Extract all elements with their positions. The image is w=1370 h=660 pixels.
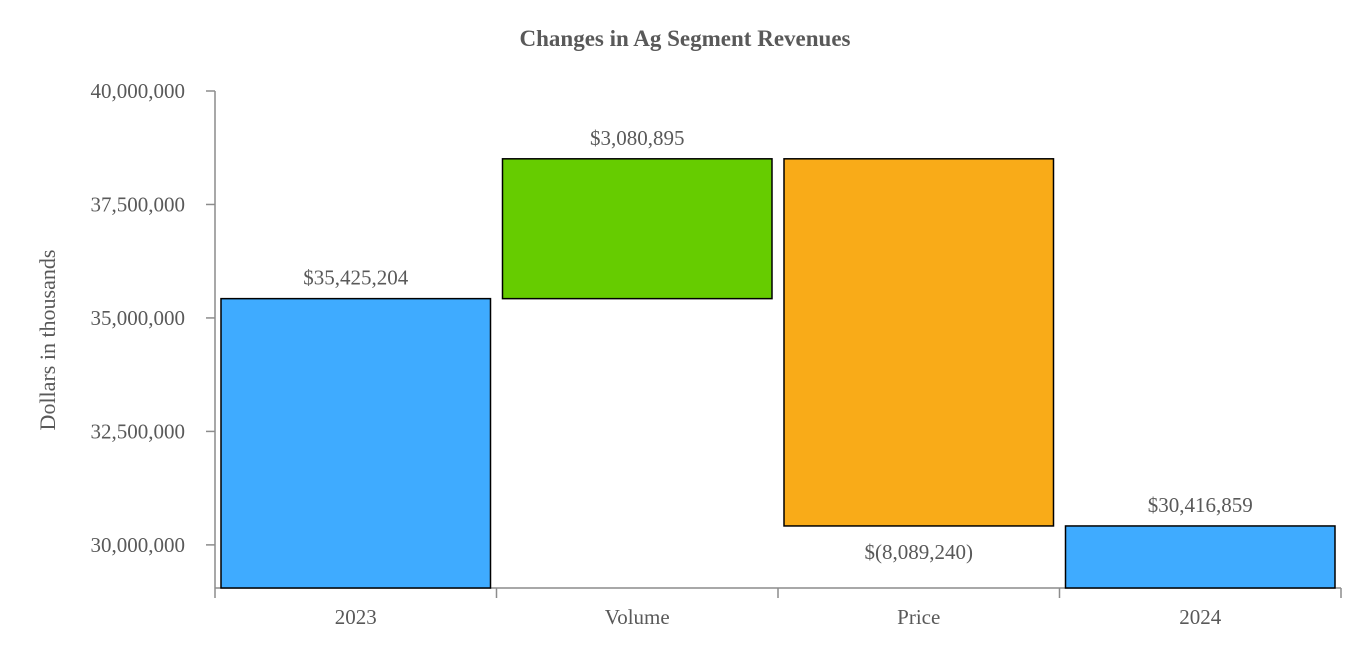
y-tick-label: 30,000,000 bbox=[91, 533, 186, 557]
y-tick-label: 40,000,000 bbox=[91, 79, 186, 103]
data-labels-group: $35,425,204 $3,080,895 $(8,089,240) $30,416… bbox=[303, 126, 1253, 564]
y-axis-title: Dollars in thousands bbox=[35, 250, 60, 431]
bar-price bbox=[783, 158, 1055, 527]
bar-2023 bbox=[220, 297, 492, 589]
x-category-label: Price bbox=[897, 605, 940, 629]
bar-volume bbox=[501, 158, 773, 300]
bar-2024 bbox=[1064, 525, 1336, 589]
bars-group bbox=[220, 158, 1336, 589]
y-axis-ticks: 30,000,000 32,500,000 35,000,000 37,500,000… bbox=[91, 79, 215, 557]
x-category-label: 2023 bbox=[335, 605, 377, 629]
chart-title: Changes in Ag Segment Revenues bbox=[519, 26, 851, 51]
data-label-price: $(8,089,240) bbox=[865, 540, 974, 564]
y-tick-label: 37,500,000 bbox=[91, 192, 186, 216]
data-label-2023: $35,425,204 bbox=[303, 266, 409, 290]
data-label-volume: $3,080,895 bbox=[590, 126, 685, 150]
y-tick-label: 35,000,000 bbox=[91, 306, 186, 330]
x-axis-ticks: 2023 Volume Price 2024 bbox=[214, 588, 1342, 629]
y-tick-label: 32,500,000 bbox=[91, 419, 186, 443]
x-category-label: Volume bbox=[605, 605, 670, 629]
x-category-label: 2024 bbox=[1179, 605, 1222, 629]
data-label-2024: $30,416,859 bbox=[1148, 493, 1253, 517]
